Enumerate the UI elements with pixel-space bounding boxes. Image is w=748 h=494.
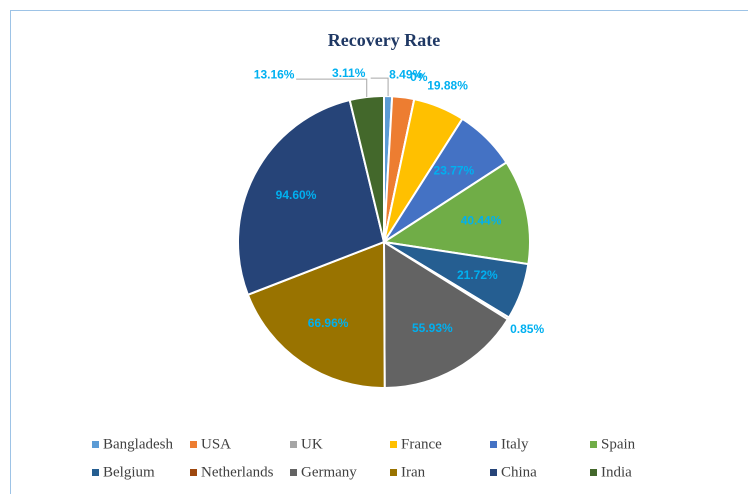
- data-label: 13.16%: [254, 67, 295, 81]
- legend-swatch: [590, 469, 597, 476]
- legend-swatch: [590, 441, 597, 448]
- legend-swatch: [290, 441, 297, 448]
- legend-label: India: [601, 464, 632, 480]
- legend-label: USA: [201, 436, 231, 452]
- legend-label: Iran: [401, 464, 426, 480]
- data-label: 0%: [410, 70, 428, 84]
- legend-swatch: [190, 441, 197, 448]
- data-label: 55.93%: [412, 321, 453, 335]
- data-label: 66.96%: [308, 316, 349, 330]
- pie-slice: [382, 240, 510, 390]
- pie-slice: [246, 240, 386, 389]
- legend-label: Belgium: [103, 464, 155, 480]
- legend-label: Germany: [301, 464, 357, 480]
- legend-swatch: [92, 441, 99, 448]
- data-label: 0.85%: [510, 322, 544, 336]
- data-label: 23.77%: [434, 164, 475, 178]
- legend-swatch: [190, 469, 197, 476]
- legend-label: Spain: [601, 436, 636, 452]
- leader-line: [296, 78, 368, 98]
- data-label: 8.49%: [389, 68, 423, 82]
- pie-slice: [237, 98, 386, 297]
- data-label: 19.88%: [427, 79, 468, 93]
- legend-swatch: [490, 469, 497, 476]
- legend-swatch: [92, 469, 99, 476]
- legend-label: France: [401, 436, 442, 452]
- legend-label: China: [501, 464, 537, 480]
- legend-label: UK: [301, 436, 323, 452]
- data-label: 40.44%: [461, 213, 502, 227]
- legend-label: Netherlands: [201, 464, 274, 480]
- legend-swatch: [290, 469, 297, 476]
- legend-label: Bangladesh: [103, 436, 173, 452]
- chart-title: Recovery Rate: [328, 30, 440, 50]
- leader-line: [370, 77, 389, 97]
- pie-slice: [348, 94, 385, 243]
- legend-label: Italy: [501, 436, 529, 452]
- data-label: 21.72%: [457, 268, 498, 282]
- data-label: 94.60%: [276, 188, 317, 202]
- legend-swatch: [390, 441, 397, 448]
- pie-slice: [381, 161, 531, 266]
- legend-swatch: [390, 469, 397, 476]
- legend-swatch: [490, 441, 497, 448]
- data-label: 3.11%: [332, 66, 366, 80]
